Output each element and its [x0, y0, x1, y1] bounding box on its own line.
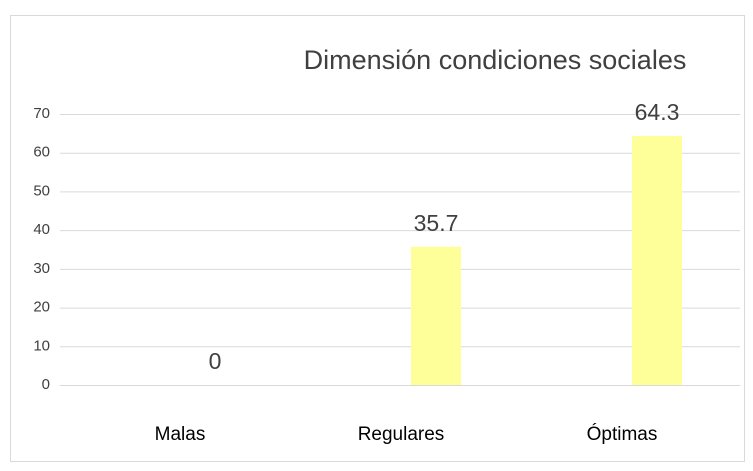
data-label: 64.3 [635, 99, 680, 125]
y-tick-label: 60 [33, 144, 50, 161]
bar [411, 246, 461, 385]
y-tick-label: 50 [33, 182, 50, 199]
bar [632, 136, 682, 385]
x-tick-label: Malas [155, 424, 206, 445]
chart-border [10, 15, 745, 462]
y-tick-label: 40 [33, 221, 50, 238]
y-tick-label: 0 [42, 376, 50, 393]
x-tick-label: Regulares [358, 424, 445, 445]
y-tick-label: 30 [33, 260, 50, 277]
y-tick-label: 70 [33, 105, 50, 122]
chart-title: Dimensión condiciones sociales [304, 45, 687, 75]
x-tick-label: Óptimas [587, 423, 658, 445]
y-tick-label: 10 [33, 337, 50, 354]
data-label: 0 [209, 348, 222, 374]
data-label: 35.7 [414, 210, 459, 236]
y-tick-label: 20 [33, 299, 50, 316]
